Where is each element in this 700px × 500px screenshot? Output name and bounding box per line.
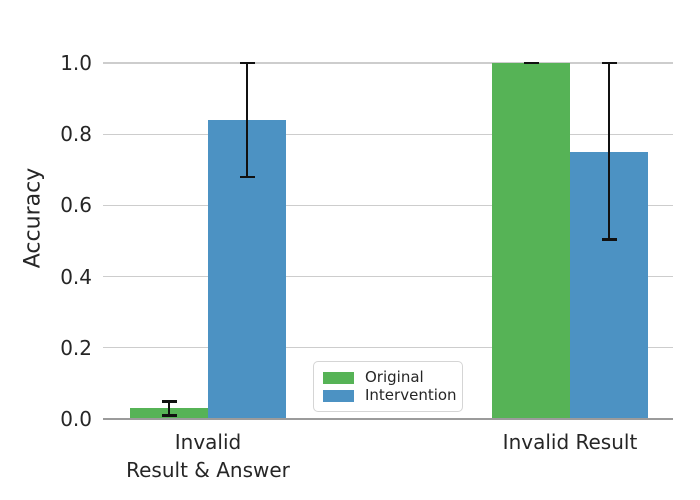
gridline-0.4 — [103, 275, 673, 278]
y-tick-label-0.6: 0.6 — [60, 193, 92, 218]
x-axis-line — [103, 418, 673, 420]
error-cap-bottom-intervention-cat1 — [601, 237, 617, 241]
error-cap-bottom-intervention-cat0 — [239, 175, 255, 179]
legend: Original Intervention — [313, 361, 463, 412]
legend-item-intervention: Intervention — [323, 387, 457, 404]
error-bar-intervention-cat1 — [607, 63, 611, 240]
error-cap-top-original-cat0 — [161, 399, 177, 403]
x-tick-label-cat1: Invalid Result — [502, 430, 638, 454]
legend-label-intervention: Intervention — [365, 386, 457, 404]
error-cap-bottom-original-cat1 — [523, 61, 539, 65]
y-tick-label-0.0: 0.0 — [60, 407, 92, 431]
y-tick-label-0.4: 0.4 — [60, 264, 92, 289]
error-cap-bottom-original-cat0 — [161, 414, 177, 417]
error-cap-top-intervention-cat1 — [601, 61, 617, 65]
error-bar-intervention-cat0 — [245, 63, 249, 177]
bar-original-cat1 — [492, 63, 570, 420]
error-cap-top-intervention-cat0 — [239, 61, 255, 65]
gridline-0.8 — [103, 133, 673, 135]
x-tick-label-cat0: Invalid Result & Answer — [126, 430, 290, 482]
legend-label-original: Original — [365, 368, 424, 386]
y-tick-label-1.0: 1.0 — [60, 51, 92, 75]
gridline-0.6 — [103, 204, 673, 207]
gridline-1.0 — [103, 62, 673, 64]
legend-swatch-intervention — [323, 389, 354, 402]
legend-swatch-original — [323, 371, 354, 384]
gridline-0.2 — [103, 347, 673, 349]
legend-item-original: Original — [323, 369, 452, 386]
y-tick-label-0.8: 0.8 — [60, 122, 92, 147]
y-tick-label-0.2: 0.2 — [60, 335, 92, 360]
error-bar-original-cat0 — [167, 401, 171, 416]
